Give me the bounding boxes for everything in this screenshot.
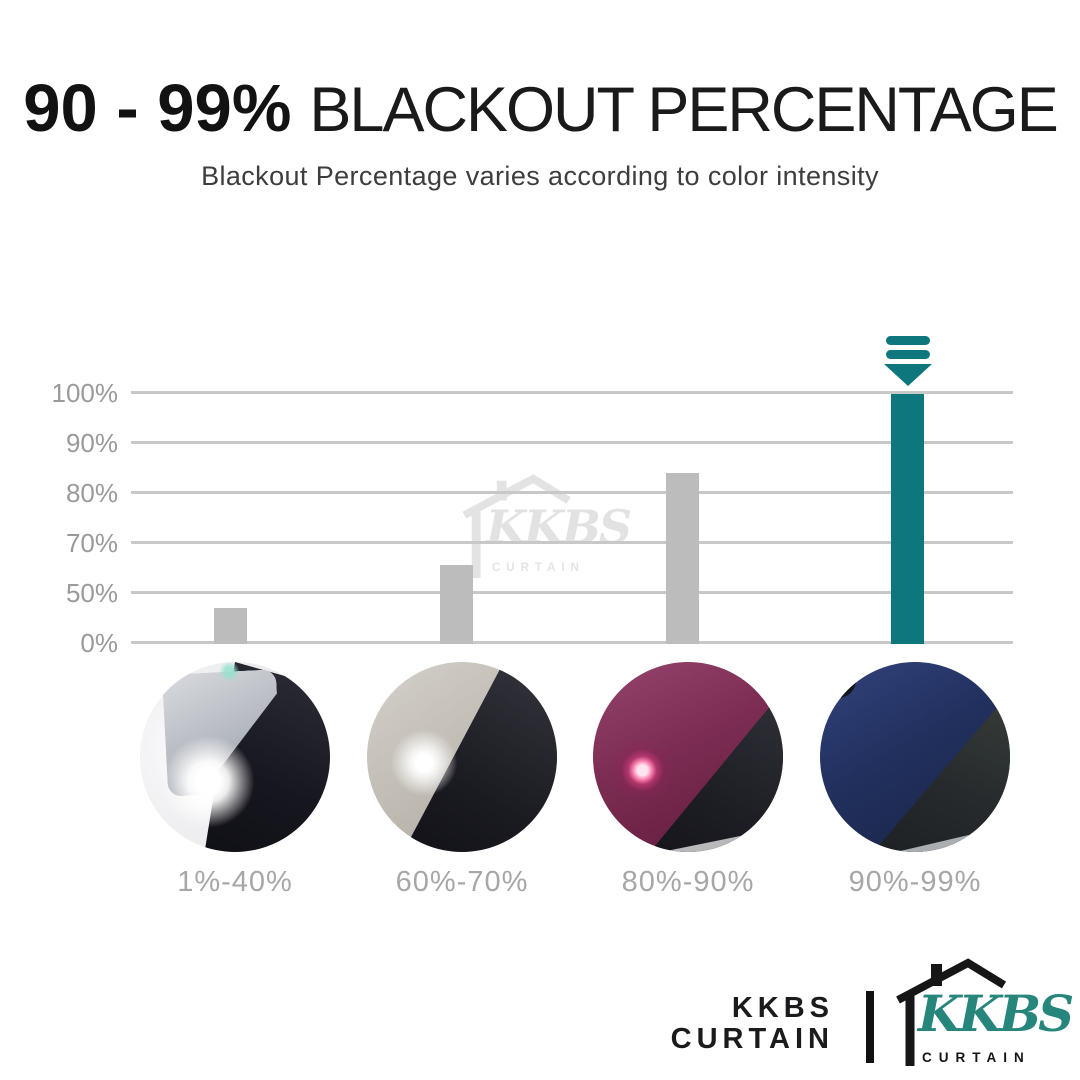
swatch-photo-navy bbox=[820, 662, 1010, 852]
arrow-head bbox=[884, 364, 932, 386]
light-dot bbox=[593, 662, 783, 852]
vertical-divider bbox=[866, 991, 874, 1063]
arrow-line-2 bbox=[886, 350, 930, 359]
y-tick-90: 90% bbox=[65, 428, 118, 458]
gridline-0 bbox=[131, 641, 1013, 644]
arrow-line-1 bbox=[886, 336, 930, 345]
swatch-60-70: 60%-70% bbox=[367, 662, 557, 899]
watermark-script-text: KKBS bbox=[486, 500, 632, 554]
logo-sub-text: CURTAIN bbox=[922, 1050, 1031, 1065]
watermark-logo: KKBS CURTAIN bbox=[452, 466, 642, 588]
logo-script-text: KKBS bbox=[918, 984, 1074, 1043]
y-tick-70: 70% bbox=[65, 528, 118, 558]
bar-60-70 bbox=[440, 565, 473, 644]
page-title: 90 - 99% BLACKOUT PERCENTAGE bbox=[0, 70, 1080, 147]
brand-wordmark: KKBS CURTAIN bbox=[560, 993, 834, 1055]
swatch-90-99: 90%-99% bbox=[820, 662, 1010, 899]
y-tick-50: 50% bbox=[65, 578, 118, 608]
brand-top: KKBS bbox=[731, 992, 834, 1024]
swatch-80-90: 80%-90% bbox=[593, 662, 783, 899]
swatch-label: 60%-70% bbox=[395, 866, 529, 898]
swatch-1-40: 1%-40% bbox=[140, 662, 330, 899]
gridline-90 bbox=[131, 441, 1013, 444]
bar-90-99 bbox=[891, 394, 924, 644]
y-tick-100: 100% bbox=[51, 378, 119, 408]
subtitle: Blackout Percentage varies according to … bbox=[201, 161, 879, 191]
light-glow bbox=[367, 662, 557, 852]
y-tick-80: 80% bbox=[65, 478, 118, 508]
title-rest: BLACKOUT PERCENTAGE bbox=[309, 75, 1058, 145]
swatch-label: 1%-40% bbox=[177, 866, 293, 898]
swatch-photo-maroon bbox=[593, 662, 783, 852]
title-range: 90 - 99% bbox=[23, 71, 292, 146]
house-logo-icon bbox=[896, 958, 1007, 1066]
gridline-100 bbox=[131, 391, 1013, 394]
header: 90 - 99% BLACKOUT PERCENTAGE Blackout Pe… bbox=[0, 70, 1080, 192]
led-dot bbox=[140, 662, 330, 852]
swatch-label: 80%-90% bbox=[621, 866, 755, 898]
gridline-70 bbox=[131, 541, 1013, 544]
watermark-sub-text: CURTAIN bbox=[492, 562, 585, 574]
bar-1-40 bbox=[214, 608, 247, 644]
bar-80-90 bbox=[666, 473, 699, 644]
kkbs-curtain-logo: KKBS CURTAIN bbox=[886, 950, 1078, 1074]
swatch-label: 90%-99% bbox=[848, 866, 982, 898]
swatch-photo-sheer bbox=[140, 662, 330, 852]
brand-bottom: CURTAIN bbox=[670, 1023, 834, 1055]
y-tick-0: 0% bbox=[80, 628, 118, 658]
phone-camera bbox=[820, 662, 856, 698]
highlight-arrow-down-icon bbox=[884, 336, 932, 386]
swatch-photo-dimout bbox=[367, 662, 557, 852]
gridline-80 bbox=[131, 491, 1013, 494]
gridline-50 bbox=[131, 591, 1013, 594]
